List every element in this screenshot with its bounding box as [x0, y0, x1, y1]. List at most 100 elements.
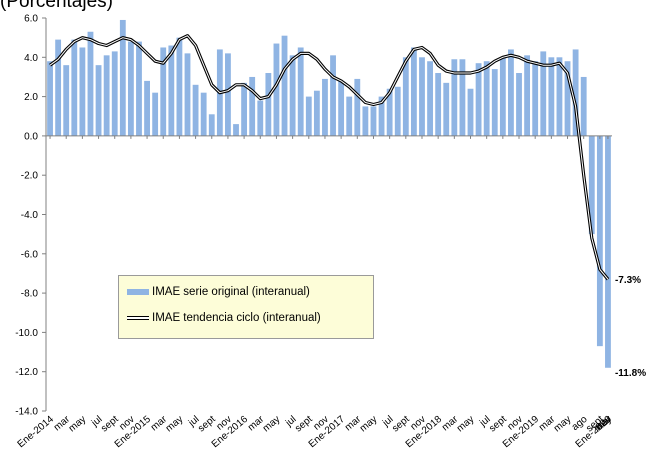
- bar: [572, 49, 579, 136]
- bar: [394, 86, 401, 136]
- bar: [152, 92, 159, 136]
- bar: [103, 55, 110, 136]
- bar: [136, 41, 142, 136]
- bar: [160, 47, 167, 136]
- bar: [225, 53, 231, 136]
- chart-subtitle: (Porcentajes): [0, 0, 113, 12]
- bar: [459, 59, 466, 136]
- bar: [47, 61, 53, 136]
- bar: [605, 135, 611, 368]
- annotation-trend-last: -7.3%: [615, 275, 641, 286]
- bar: [257, 100, 264, 136]
- x-tick-label: jul: [380, 414, 396, 430]
- bar: [362, 106, 369, 136]
- bar: [580, 76, 587, 136]
- bar: [354, 78, 361, 136]
- bar: [168, 45, 175, 136]
- bar: [596, 135, 603, 347]
- bar: [241, 82, 248, 136]
- y-tick-label: -12.0: [15, 367, 38, 378]
- legend: IMAE serie original (interanual) IMAE te…: [118, 275, 374, 339]
- legend-item-bars: IMAE serie original (interanual): [127, 286, 310, 298]
- legend-bar-swatch: [127, 289, 149, 295]
- y-tick-label: -14.0: [15, 407, 38, 418]
- bar: [532, 61, 539, 136]
- annotation-bar-last: -11.8%: [615, 368, 646, 379]
- bar: [95, 65, 102, 136]
- y-tick-label: -10.0: [15, 328, 38, 339]
- bar: [281, 35, 288, 136]
- bar: [184, 53, 191, 136]
- x-tick-label: may: [67, 414, 89, 435]
- y-tick-label: 0.0: [24, 131, 38, 142]
- bar: [297, 47, 304, 136]
- bar: [564, 61, 571, 136]
- bar: [451, 59, 458, 136]
- legend-label-bars: IMAE serie original (interanual): [152, 286, 310, 298]
- bar: [427, 61, 433, 136]
- legend-label-line: IMAE tendencia ciclo (interanual): [152, 312, 321, 324]
- bar: [524, 55, 531, 136]
- bar: [483, 61, 490, 136]
- legend-line-swatch: [127, 316, 149, 320]
- bar: [540, 51, 547, 136]
- bar: [548, 57, 555, 136]
- x-tick-label: may: [164, 414, 186, 435]
- y-tick-label: -8.0: [21, 289, 39, 300]
- bar: [55, 39, 62, 136]
- bar: [249, 76, 256, 136]
- bar: [588, 135, 595, 235]
- x-tick-label: may: [358, 414, 380, 435]
- trend-line-core: [49, 35, 609, 280]
- bar: [419, 57, 425, 136]
- bar: [273, 43, 280, 136]
- x-tick-label: jul: [186, 414, 202, 430]
- bar: [208, 114, 215, 136]
- y-tick-label: 4.0: [24, 53, 38, 64]
- x-tick-label: may: [455, 414, 477, 435]
- bar: [499, 57, 506, 136]
- bar: [556, 57, 563, 136]
- bar: [508, 49, 514, 136]
- bar: [516, 73, 522, 136]
- y-tick-label: -4.0: [21, 210, 39, 221]
- bar: [491, 69, 498, 136]
- x-tick-label: jul: [89, 414, 105, 430]
- bar: [144, 80, 150, 136]
- bar: [265, 73, 272, 136]
- bar: [87, 31, 94, 136]
- bar: [176, 37, 183, 136]
- x-tick-label: Ene-2014: [16, 414, 57, 451]
- bar: [71, 39, 78, 136]
- bar: [402, 57, 409, 136]
- bar: [313, 90, 320, 136]
- bar: [127, 41, 134, 136]
- y-tick-label: 2.0: [24, 92, 38, 103]
- bar: [233, 124, 239, 136]
- bar: [200, 92, 207, 136]
- x-tick-label: may: [261, 414, 283, 435]
- bar: [338, 80, 345, 136]
- bar: [410, 47, 417, 136]
- bar: [370, 106, 377, 136]
- bar: [119, 19, 126, 136]
- bar: [467, 88, 474, 136]
- bar: [386, 88, 393, 136]
- bar: [346, 96, 353, 136]
- y-tick-label: -2.0: [21, 171, 39, 182]
- y-tick-label: 6.0: [24, 14, 38, 25]
- bar: [378, 96, 385, 136]
- bar: [192, 84, 199, 136]
- bar: [79, 47, 86, 136]
- bar: [435, 73, 442, 136]
- y-tick-label: -6.0: [21, 249, 39, 260]
- bar: [305, 96, 312, 136]
- bar: [443, 82, 450, 136]
- legend-item-line: IMAE tendencia ciclo (interanual): [127, 312, 321, 324]
- bar: [322, 78, 328, 136]
- bar: [63, 65, 70, 136]
- bar: [475, 63, 482, 136]
- x-tick-label: jul: [477, 414, 493, 430]
- bar: [111, 51, 118, 136]
